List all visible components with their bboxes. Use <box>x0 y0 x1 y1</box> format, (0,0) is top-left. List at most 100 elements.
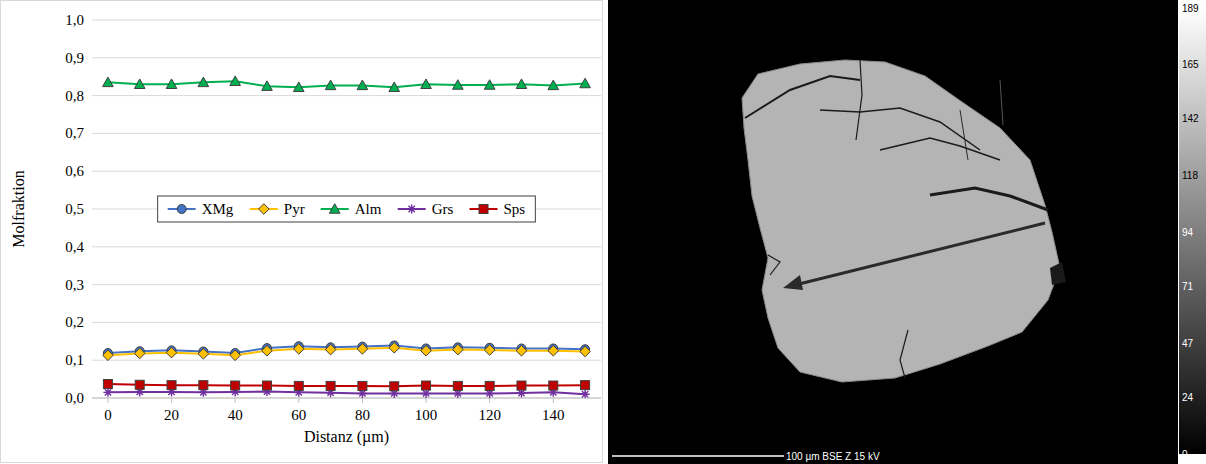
grid-line <box>92 57 601 58</box>
marker <box>135 380 144 389</box>
y-tick-label: 0,3 <box>65 277 84 293</box>
marker <box>325 344 336 355</box>
marker <box>484 80 495 90</box>
profile-arrow-head <box>783 275 803 290</box>
marker <box>517 381 526 390</box>
x-tick-label: 140 <box>542 407 565 423</box>
marker <box>329 204 340 214</box>
marker <box>453 344 464 355</box>
marker <box>103 388 112 397</box>
x-tick-label: 0 <box>104 407 112 423</box>
legend-label: XMg <box>202 201 234 217</box>
y-tick-label: 0,1 <box>65 352 84 368</box>
x-tick <box>107 398 108 403</box>
y-tick-label: 0,0 <box>65 390 84 406</box>
x-tick <box>553 398 554 403</box>
colorbar-tick-label: 118 <box>1182 170 1198 181</box>
marker <box>516 79 527 89</box>
legend-item: Grs <box>398 201 454 217</box>
colorbar-tick-label: 142 <box>1182 113 1199 124</box>
root: 0,00,10,20,30,40,50,60,70,80,91,00204060… <box>0 0 1206 464</box>
marker <box>134 348 145 359</box>
legend-label: Grs <box>432 201 454 217</box>
legend-label: Sps <box>503 201 525 217</box>
garnet-grain <box>742 60 1060 382</box>
marker <box>389 342 400 353</box>
grid-line <box>92 133 601 134</box>
grid-line <box>92 360 601 361</box>
y-tick-label: 0,5 <box>65 201 84 217</box>
legend-label: Alm <box>355 201 382 217</box>
marker <box>389 82 400 92</box>
marker <box>262 81 273 91</box>
marker <box>103 380 112 389</box>
crack <box>960 110 968 160</box>
marker <box>548 80 559 90</box>
marker <box>453 381 462 390</box>
marker <box>325 80 336 90</box>
marker <box>422 381 431 390</box>
colorbar-tick-label: 71 <box>1182 281 1194 292</box>
marker <box>231 381 240 390</box>
marker <box>421 79 432 89</box>
y-axis-title: Molfraktion <box>10 170 27 247</box>
marker <box>293 82 304 92</box>
marker <box>516 345 527 356</box>
grid-line <box>92 95 601 96</box>
y-tick-label: 0,6 <box>65 163 84 179</box>
colorbar-tick-label: 0 <box>1182 449 1188 460</box>
legend-item: Pyr <box>250 201 305 217</box>
marker <box>103 77 114 87</box>
marker <box>453 80 464 90</box>
marker <box>390 382 399 391</box>
y-tick-label: 0,8 <box>65 88 84 104</box>
x-tick <box>235 398 236 403</box>
series-line <box>108 81 585 87</box>
grid-line <box>92 20 601 21</box>
grid-line <box>92 284 601 285</box>
marker <box>580 346 591 357</box>
series-line <box>108 348 585 356</box>
colorbar <box>1179 8 1206 454</box>
series-line <box>108 392 585 395</box>
crack <box>930 188 1048 210</box>
colorbar-tick-label: 47 <box>1182 338 1194 349</box>
y-tick-label: 0,4 <box>65 239 84 255</box>
marker <box>479 205 488 214</box>
crack <box>900 330 908 378</box>
marker <box>549 381 558 390</box>
marker <box>167 381 176 390</box>
marker <box>230 76 241 86</box>
marker <box>421 345 432 356</box>
x-axis-title: Distanz (µm) <box>304 428 389 446</box>
y-tick-label: 0,7 <box>65 125 84 141</box>
x-tick <box>298 398 299 403</box>
marker <box>230 350 241 361</box>
x-tick <box>171 398 172 403</box>
scale-label-ground <box>785 450 881 463</box>
grid-line <box>92 246 601 247</box>
crack <box>820 108 980 150</box>
colorbar-tick-label: 189 <box>1182 3 1199 14</box>
x-tick-label: 20 <box>164 407 179 423</box>
crack <box>768 255 780 275</box>
marker <box>134 79 145 89</box>
x-tick-label: 60 <box>291 407 306 423</box>
marker <box>485 381 494 390</box>
crack <box>856 60 862 140</box>
grid-line <box>92 398 601 399</box>
crack <box>1000 80 1003 125</box>
legend-label: Pyr <box>284 201 305 217</box>
x-tick <box>426 398 427 403</box>
plot-data <box>103 76 591 398</box>
legend: XMg Pyr Alm Grs Sps <box>158 196 536 222</box>
x-tick-label: 100 <box>415 407 438 423</box>
colorbar-tick-label: 165 <box>1182 59 1199 70</box>
marker <box>326 381 335 390</box>
marker <box>484 345 495 356</box>
bse-panel: 100 µm BSE Z 15 kV024477194118142165189 <box>608 0 1206 464</box>
bse-background <box>608 0 1178 464</box>
marker <box>262 381 271 390</box>
marker <box>198 348 209 359</box>
scale-bar <box>612 455 784 457</box>
